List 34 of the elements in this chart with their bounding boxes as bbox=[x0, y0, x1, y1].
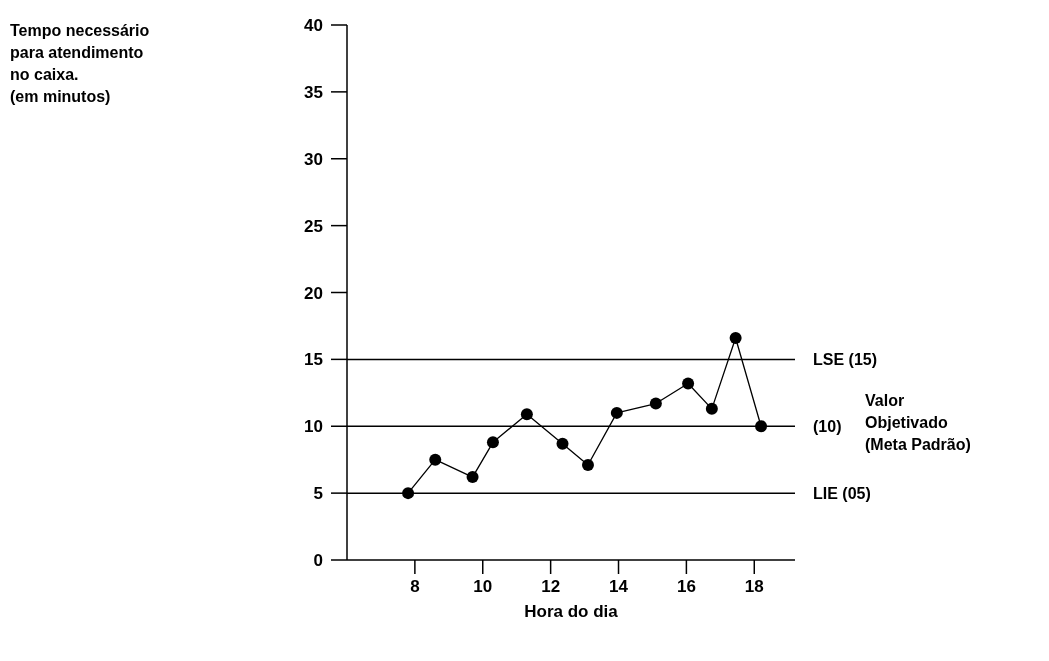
y-tick-label: 0 bbox=[313, 551, 323, 571]
x-tick-label: 10 bbox=[473, 577, 493, 597]
point bbox=[649, 397, 662, 410]
point bbox=[705, 402, 718, 415]
y-tick-label: 35 bbox=[304, 82, 323, 102]
y-tick-label: 40 bbox=[304, 16, 323, 36]
y-tick-label: 15 bbox=[304, 350, 323, 370]
point bbox=[729, 331, 742, 344]
point bbox=[429, 453, 442, 466]
ref-line-label: LIE (05) bbox=[813, 485, 871, 503]
y-tick-label: 30 bbox=[304, 149, 323, 169]
ref-line-label: (10) bbox=[813, 418, 842, 436]
point bbox=[486, 436, 499, 449]
point bbox=[466, 471, 479, 484]
y-tick-label: 10 bbox=[304, 417, 323, 437]
x-axis-title: Hora do dia bbox=[523, 602, 619, 622]
text: Tempo necessário para atendimento no caixa. (em minutos) bbox=[10, 21, 151, 107]
point bbox=[520, 408, 533, 421]
point bbox=[402, 487, 415, 500]
y-tick-label: 25 bbox=[304, 216, 323, 236]
x-tick-label: 16 bbox=[676, 577, 696, 597]
point bbox=[755, 420, 768, 433]
x-tick-label: 8 bbox=[410, 577, 420, 597]
y-tick-label: 20 bbox=[304, 283, 323, 303]
text: Valor Objetivado (Meta Padrão) bbox=[865, 391, 972, 456]
point bbox=[682, 377, 695, 390]
point bbox=[610, 406, 623, 419]
x-tick-label: 14 bbox=[609, 577, 629, 597]
x-tick-label: 12 bbox=[541, 577, 561, 597]
x-tick-label: 18 bbox=[744, 577, 764, 597]
point bbox=[556, 437, 569, 450]
point bbox=[581, 459, 594, 472]
ref-line-label: LSE (15) bbox=[813, 351, 878, 369]
y-tick-label: 5 bbox=[313, 484, 323, 504]
